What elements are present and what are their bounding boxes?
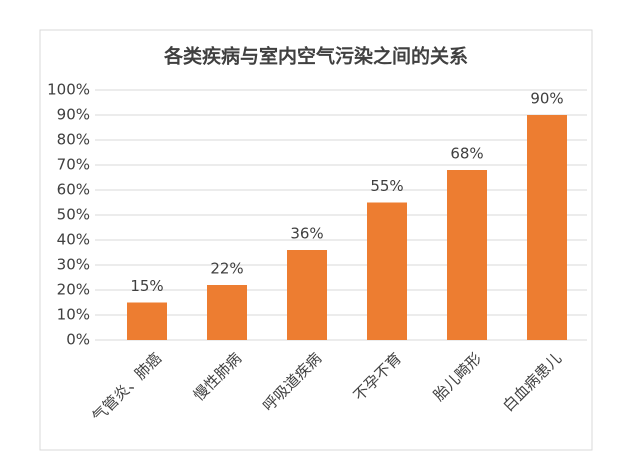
y-tick-label: 80% <box>57 131 90 149</box>
y-tick-label: 60% <box>57 181 90 199</box>
value-label: 68% <box>450 145 483 163</box>
bar <box>527 115 567 340</box>
value-label: 90% <box>530 90 563 108</box>
y-tick-label: 30% <box>57 256 90 274</box>
y-tick-label: 40% <box>57 231 90 249</box>
y-tick-label: 10% <box>57 306 90 324</box>
bar <box>447 170 487 340</box>
bar <box>207 285 247 340</box>
chart-title: 各类疾病与室内空气污染之间的关系 <box>163 45 468 68</box>
y-tick-label: 20% <box>57 281 90 299</box>
bar <box>367 202 407 340</box>
y-tick-label: 50% <box>57 206 90 224</box>
bar <box>127 302 167 340</box>
value-label: 22% <box>210 260 243 278</box>
bar <box>287 250 327 340</box>
y-tick-label: 100% <box>47 81 90 99</box>
value-label: 36% <box>290 225 323 243</box>
y-tick-label: 0% <box>66 331 90 349</box>
y-tick-label: 90% <box>57 106 90 124</box>
y-tick-label: 70% <box>57 156 90 174</box>
value-label: 15% <box>130 277 163 295</box>
value-label: 55% <box>370 177 403 195</box>
